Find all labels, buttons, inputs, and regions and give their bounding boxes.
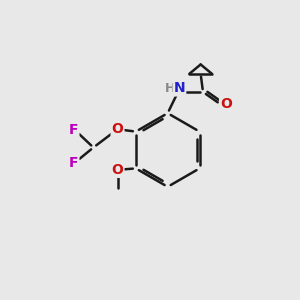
Text: F: F bbox=[69, 156, 78, 170]
Text: H: H bbox=[164, 82, 175, 95]
Text: F: F bbox=[69, 123, 78, 137]
Text: O: O bbox=[112, 163, 124, 177]
Text: N: N bbox=[174, 82, 185, 95]
Text: O: O bbox=[220, 98, 232, 111]
Text: O: O bbox=[112, 122, 124, 136]
